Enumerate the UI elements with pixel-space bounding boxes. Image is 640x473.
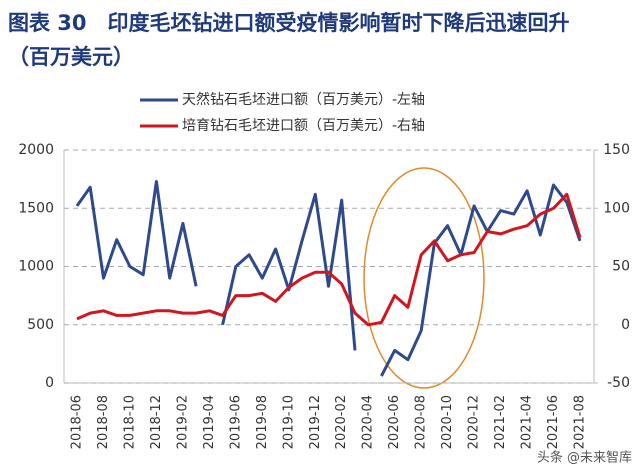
x-tick-label: 2021-08 xyxy=(573,395,588,449)
series-line xyxy=(76,192,582,327)
x-tick-label: 2019-06 xyxy=(228,395,243,449)
y2-tick-label: 0 xyxy=(621,317,630,333)
x-tick-label: 2020-12 xyxy=(467,395,482,449)
y-tick-label: 2000 xyxy=(18,142,54,158)
y2-tick-label: -50 xyxy=(607,375,630,391)
x-tick-label: 2020-04 xyxy=(361,395,376,449)
y2-tick-label: 50 xyxy=(612,259,630,275)
watermark: 头条 @未来智库 xyxy=(537,450,632,466)
x-tick-label: 2018-12 xyxy=(149,395,164,449)
x-tick-label: 2021-04 xyxy=(520,395,535,449)
x-tick-label: 2019-12 xyxy=(308,395,323,449)
chart-title: 图表 30 印度毛坯钻进口额受疫情影响暂时下降后迅速回升（百万美元） xyxy=(8,11,570,69)
x-tick-label: 2019-02 xyxy=(175,395,190,449)
x-tick-label: 2021-06 xyxy=(546,395,561,449)
x-tick-label: 2019-04 xyxy=(202,395,217,449)
x-tick-label: 2018-10 xyxy=(122,395,137,449)
x-tick-label: 2020-08 xyxy=(414,395,429,449)
y2-tick-label: 100 xyxy=(603,200,630,216)
x-tick-label: 2020-06 xyxy=(387,395,402,449)
x-tick-label: 2019-10 xyxy=(281,395,296,449)
y2-tick-label: 150 xyxy=(603,142,630,158)
x-tick-label: 2018-08 xyxy=(96,395,111,449)
y-tick-label: 0 xyxy=(45,375,54,391)
series-line xyxy=(75,180,582,377)
x-tick-label: 2019-08 xyxy=(255,395,270,449)
x-tick-label: 2021-02 xyxy=(493,395,508,449)
legend-label: 天然钻石毛坯进口额（百万美元）-左轴 xyxy=(182,91,425,108)
x-tick-label: 2020-10 xyxy=(440,395,455,449)
y-tick-label: 1000 xyxy=(18,259,54,275)
x-tick-label: 2018-06 xyxy=(70,395,85,449)
x-tick-label: 2020-02 xyxy=(334,395,349,449)
y-tick-label: 1500 xyxy=(18,200,54,216)
legend-label: 培育钻石毛坯进口额（百万美元）-右轴 xyxy=(182,118,425,134)
y-tick-label: 500 xyxy=(27,317,54,333)
highlight-ellipse xyxy=(363,167,485,389)
